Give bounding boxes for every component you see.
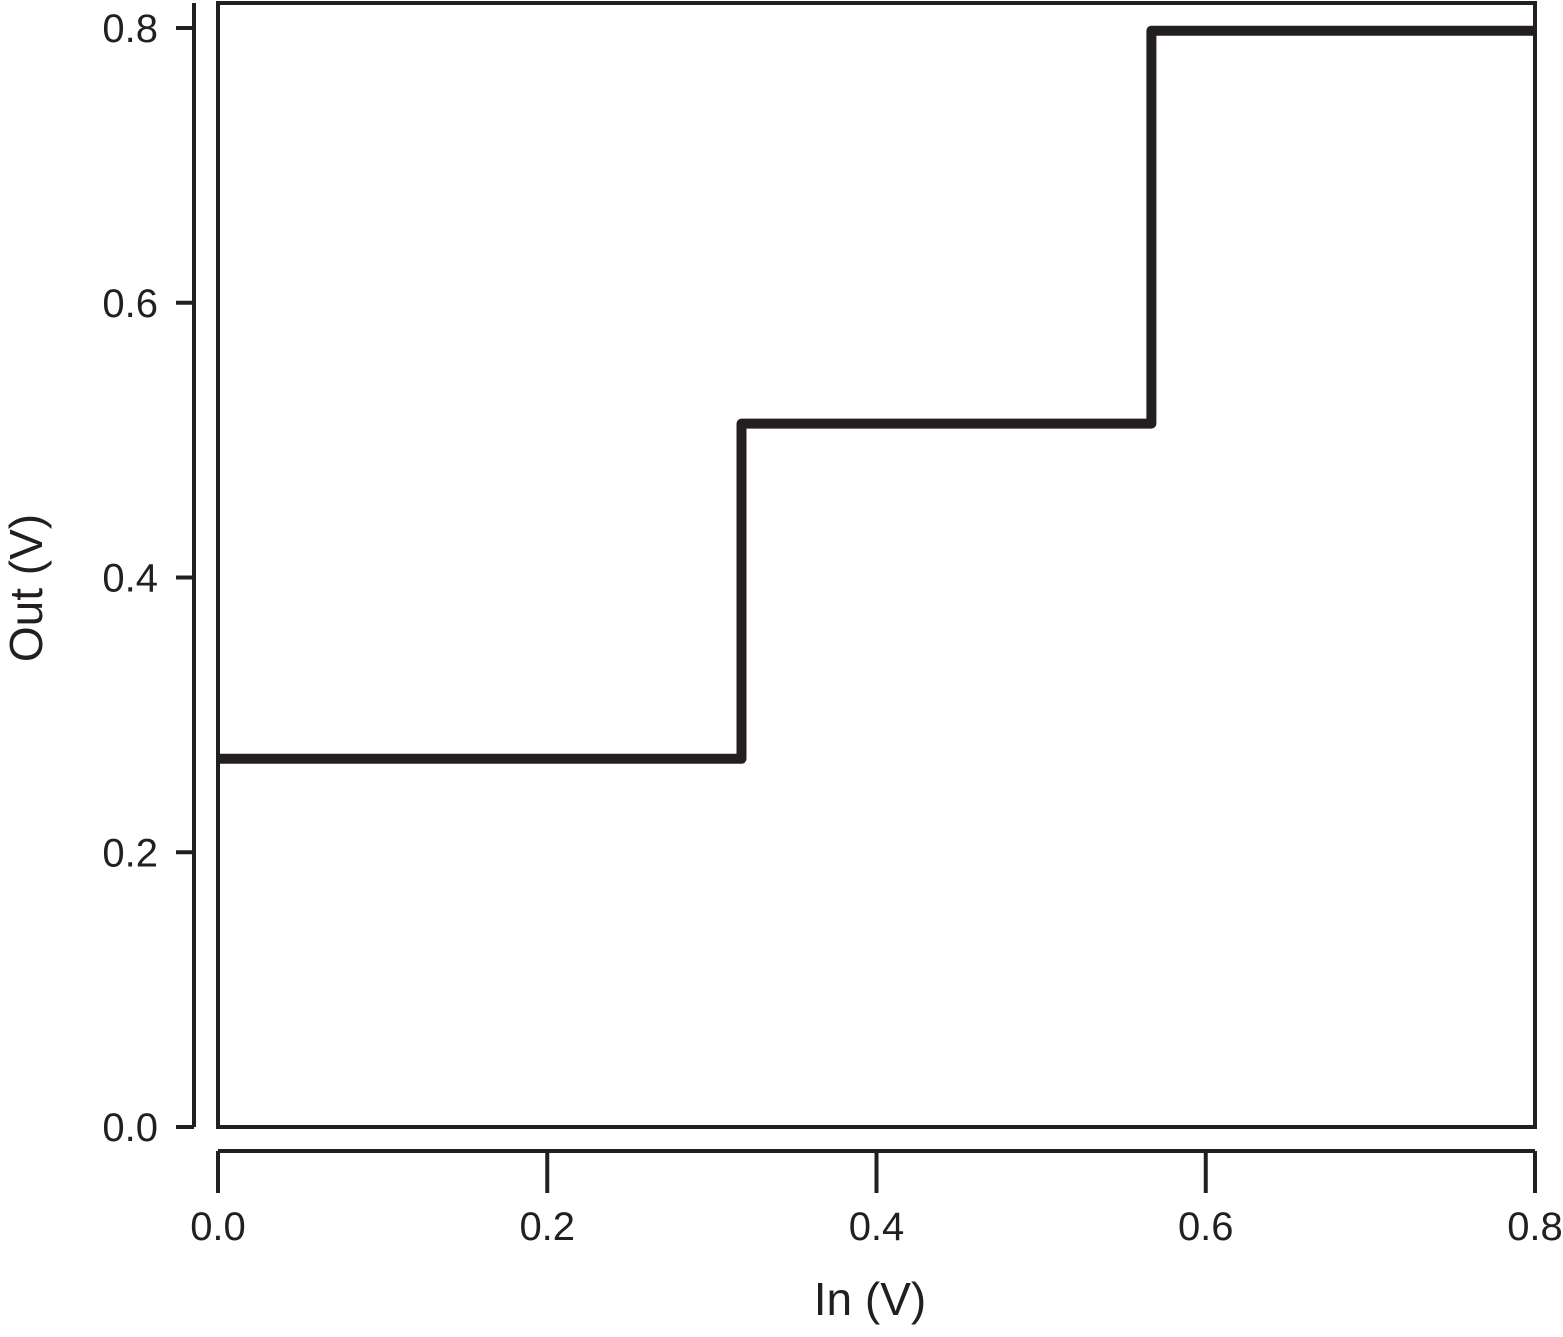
y-tick-label-3: 0.6 [102, 282, 158, 326]
y-tick-label-4: 0.8 [102, 7, 158, 51]
series-line-0 [218, 25, 1535, 764]
plot-frame [216, 1, 1537, 1129]
y-tick-label-1: 0.2 [102, 831, 158, 875]
x-tick-label-1: 0.2 [519, 1205, 575, 1249]
x-tick-label-0: 0.0 [190, 1205, 246, 1249]
y-axis-ticks: 0.0 0.2 0.4 0.6 0.8 [102, 7, 194, 1150]
x-tick-label-4: 0.8 [1507, 1205, 1563, 1249]
y-axis-title: Out (V) [0, 514, 52, 662]
x-tick-label-3: 0.6 [1178, 1205, 1234, 1249]
series-group [218, 25, 1535, 764]
y-tick-label-2: 0.4 [102, 557, 158, 601]
x-axis-title: In (V) [814, 1273, 926, 1325]
x-tick-label-2: 0.4 [849, 1205, 905, 1249]
y-tick-label-0: 0.0 [102, 1106, 158, 1150]
x-axis-ticks: 0.0 0.2 0.4 0.6 0.8 [190, 1151, 1563, 1249]
